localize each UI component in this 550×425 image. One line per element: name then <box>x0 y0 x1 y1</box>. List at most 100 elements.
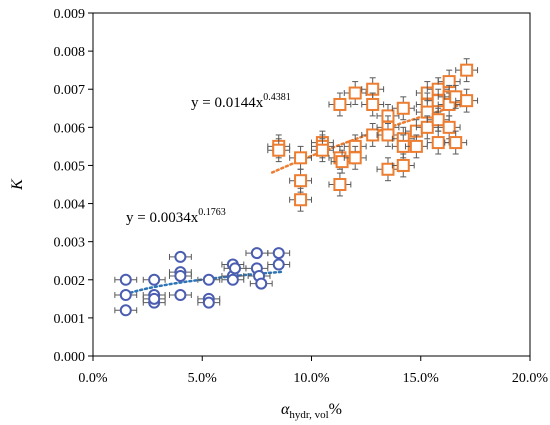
square-marker <box>442 120 456 134</box>
circle-marker <box>226 273 239 286</box>
x-tick-label: 20.0% <box>512 371 549 386</box>
square-marker <box>294 174 308 188</box>
y-axis-title: K <box>9 178 26 191</box>
axes: 0.000 0.001 0.002 0.003 0.004 0.005 0.006 0.007… <box>54 7 549 386</box>
circle-marker <box>255 277 268 290</box>
circle-marker <box>174 289 187 302</box>
circle-marker <box>174 250 187 263</box>
data-point <box>114 273 138 286</box>
y-tick-label: 0.005 <box>54 159 86 174</box>
data-point <box>142 292 166 305</box>
square-marker <box>449 136 463 150</box>
circle-marker <box>272 258 285 271</box>
x-tick-label: 0.0% <box>78 371 108 386</box>
square-marker <box>420 120 434 134</box>
equation-base: y = 0.0144x <box>191 95 264 111</box>
data-point <box>343 145 367 170</box>
square-marker <box>366 128 380 142</box>
data-point <box>343 81 367 105</box>
square-marker <box>431 113 445 127</box>
square-marker <box>409 139 423 153</box>
data-point <box>376 123 400 147</box>
data-point <box>267 138 291 163</box>
y-tick-label: 0.001 <box>54 312 86 327</box>
circle-marker <box>174 269 187 282</box>
circle-marker <box>148 273 161 286</box>
y-tick-label: 0.003 <box>54 236 86 251</box>
x-axis-subscript: hydr, vol <box>289 409 328 421</box>
data-point <box>328 92 352 117</box>
x-axis-title: αhydr, vol% <box>281 401 342 421</box>
square-marker <box>294 193 308 207</box>
y-tick-label: 0.002 <box>54 274 86 289</box>
square-marker <box>335 155 349 169</box>
data-point <box>267 247 291 260</box>
data-point <box>289 168 312 193</box>
square-marker <box>381 128 395 142</box>
data-point <box>311 138 334 163</box>
square-marker <box>333 97 347 111</box>
square-marker <box>381 162 395 176</box>
data-point <box>330 149 354 174</box>
y-tick-label: 0.009 <box>54 7 86 22</box>
data-point <box>267 258 291 271</box>
data-point <box>455 58 479 83</box>
square-marker <box>366 97 380 111</box>
data-point <box>245 247 269 260</box>
y-tick-label: 0.006 <box>54 121 86 136</box>
square-marker <box>333 178 347 191</box>
data-point <box>249 277 273 290</box>
square-marker <box>272 143 286 157</box>
square-marker <box>396 158 410 172</box>
data-point <box>289 145 312 170</box>
trendline-equation-1: y = 0.0034x0.1763 <box>126 207 226 226</box>
x-tick-label: 15.0% <box>403 371 440 386</box>
square-marker <box>442 97 456 111</box>
data-point <box>289 187 312 212</box>
circle-marker <box>119 273 132 286</box>
square-marker <box>315 143 329 157</box>
y-tick-label: 0.004 <box>54 198 86 213</box>
square-marker <box>396 101 410 115</box>
square-marker <box>460 94 474 108</box>
square-marker <box>348 151 362 165</box>
data-point <box>197 273 221 286</box>
circle-marker <box>119 304 132 317</box>
square-marker <box>348 86 362 100</box>
x-axis-unit: % <box>329 401 342 418</box>
equation-exponent: 0.4381 <box>263 92 291 103</box>
circle-marker <box>272 247 285 260</box>
data-point <box>361 92 385 117</box>
circle-marker <box>202 273 215 286</box>
data-point <box>197 296 221 309</box>
data-points <box>114 58 479 317</box>
data-point <box>142 273 166 286</box>
data-point <box>114 304 138 317</box>
square-marker <box>460 63 474 77</box>
data-point <box>114 289 138 302</box>
y-tick-label: 0.007 <box>54 83 86 98</box>
circle-marker <box>119 289 132 302</box>
trendline-equation-2: y = 0.0144x0.4381 <box>191 92 291 111</box>
data-point <box>168 269 192 282</box>
y-tick-label: 0.000 <box>54 350 86 365</box>
square-marker <box>294 151 308 165</box>
data-point <box>168 250 192 263</box>
data-point <box>455 88 479 113</box>
x-tick-label: 5.0% <box>188 371 218 386</box>
labels: αhydr, vol% Ky = 0.0034x0.1763 y = 0.0144x… <box>9 92 342 421</box>
circle-marker <box>202 296 215 309</box>
circle-marker <box>250 247 263 260</box>
data-point <box>221 273 245 286</box>
x-tick-label: 10.0% <box>293 371 330 386</box>
data-point <box>328 172 352 197</box>
y-tick-label: 0.008 <box>54 45 86 60</box>
square-marker <box>431 136 445 150</box>
data-point <box>391 153 415 178</box>
equation-exponent: 0.1763 <box>198 207 226 218</box>
data-point <box>444 130 468 155</box>
circle-marker <box>148 292 161 305</box>
equation-base: y = 0.0034x <box>126 210 199 226</box>
data-point <box>168 289 192 302</box>
